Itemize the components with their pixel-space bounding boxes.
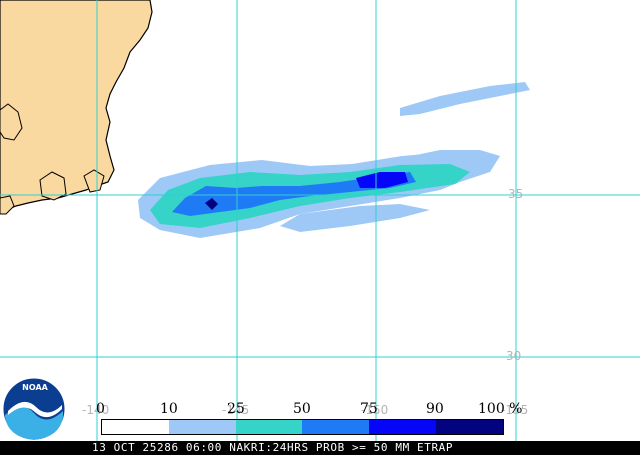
legend-color-bar [101,419,504,435]
lat-label-35: 35 [508,187,524,201]
kii-peninsula [39,171,67,201]
legend-tick-75: 75 [360,401,378,417]
legend-swatch [102,420,169,434]
lon-label-145: -145 [222,403,250,417]
shade-75-90-west [205,198,218,210]
lon-label-140: -140 [82,403,110,417]
izu-peninsula [83,169,105,193]
shade-50-75 [172,172,416,216]
shade-10-25-north [400,82,530,116]
noaa-logo-text: NOAA [22,383,48,392]
legend-swatch [235,420,303,434]
caption-bar: 13 OCT 25286 06:00 NAKRI:24HRS PROB >= 5… [0,441,640,455]
legend-tick-90: 90 [426,401,444,417]
noaa-logo-icon [2,377,66,441]
southern-islands [0,195,15,215]
shikoku-coast [0,103,23,141]
lon-label-150: -150 [361,403,389,417]
land-japan [0,0,153,215]
lat-label-30: 30 [506,349,522,363]
shade-10-25-trail [280,204,430,232]
legend-tick-10: 10 [160,401,178,417]
legend-swatch [168,420,236,434]
legend-swatch [369,420,437,434]
legend-tick-100: 100 % [478,401,523,417]
map-caption: 13 OCT 25286 06:00 NAKRI:24HRS PROB >= 5… [92,441,454,454]
lon-label-155: -155 [501,403,529,417]
probability-shading [138,82,530,238]
legend-tick-50: 50 [293,401,311,417]
legend-tick-0: 0 [96,401,105,417]
honshu-coast [0,0,153,213]
legend-tick-25: 25 [227,401,245,417]
legend-swatch [302,420,370,434]
shade-75-90-east [356,172,408,188]
grid [0,0,640,441]
legend-swatch [436,420,503,434]
